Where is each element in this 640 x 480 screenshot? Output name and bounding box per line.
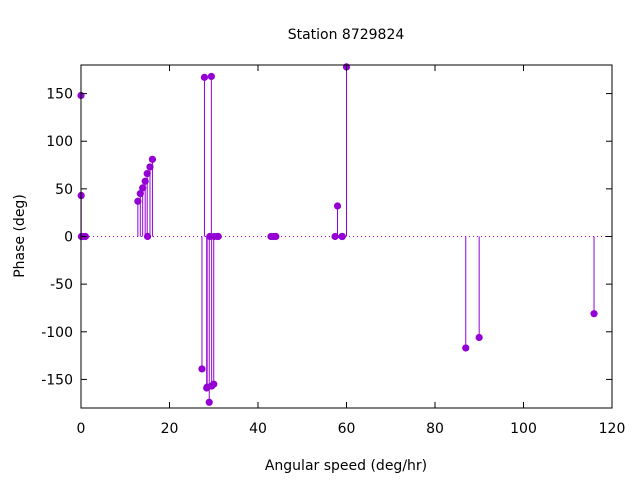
data-point [200,73,209,81]
data-point [338,232,346,241]
y-tick-label: -100 [41,325,73,341]
data-point [134,197,142,205]
data-point [205,398,213,406]
data-marks [77,63,598,406]
data-point [331,232,339,241]
y-tick-label: 150 [46,87,73,103]
data-point [214,232,222,241]
data-point [475,333,483,342]
x-tick-label: 0 [77,421,86,437]
x-tick-label: 100 [510,421,537,437]
data-point [146,163,154,171]
data-point [143,232,152,241]
data-point [462,344,470,352]
chart-title: Station 8729824 [288,27,405,43]
y-axis: -150 -100 -50 0 50 100 150 [41,87,612,388]
data-point [143,170,151,178]
data-point [590,310,598,318]
y-tick-label: -150 [41,372,73,388]
x-tick-label: 20 [161,421,179,437]
x-axis: 0 20 40 60 80 100 120 [77,65,626,437]
data-point [207,72,215,81]
data-point [198,365,206,373]
y-axis-label: Phase (deg) [12,194,28,278]
x-axis-label: Angular speed (deg/hr) [265,458,427,474]
y-tick-label: 100 [46,134,73,150]
data-point [136,190,144,198]
y-tick-label: -50 [50,277,73,293]
data-point [333,202,342,210]
data-point [272,232,280,241]
y-tick-label: 50 [55,182,73,198]
x-tick-label: 80 [426,421,444,437]
x-tick-label: 60 [338,421,356,437]
x-tick-label: 120 [599,421,626,437]
data-point [210,380,218,388]
x-tick-label: 40 [249,421,267,437]
data-point [139,184,147,192]
y-tick-label: 0 [64,230,73,246]
data-point [148,155,157,163]
